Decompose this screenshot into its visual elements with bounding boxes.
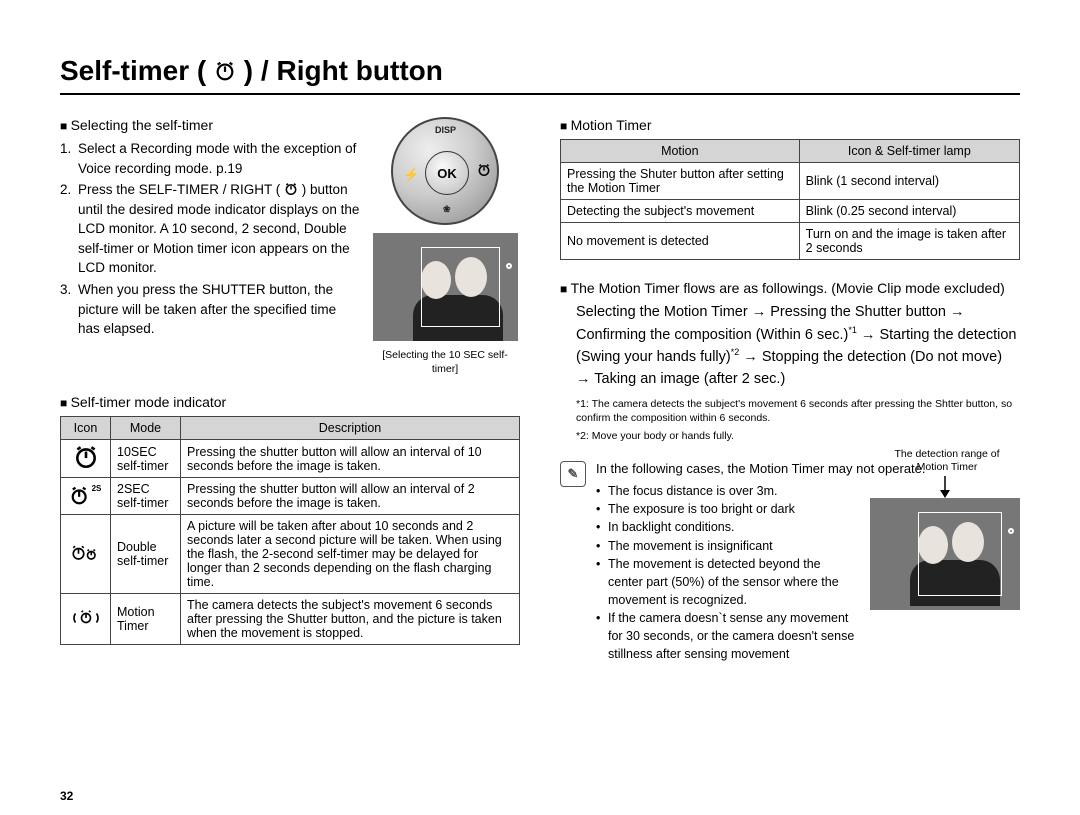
icon-2sec: 2S: [61, 478, 111, 515]
flow-text: Selecting the Motion Timer → Pressing th…: [576, 302, 1020, 391]
col-mode: Mode: [111, 417, 181, 440]
step3-text: When you press the SHUTTER button, the p…: [78, 280, 360, 339]
col-icon: Icon: [61, 417, 111, 440]
title-post: ) / Right button: [236, 55, 443, 86]
desc-motion: The camera detects the subject's movemen…: [181, 594, 520, 645]
table-row: 2S 2SEC self-timer Pressing the shutter …: [61, 478, 520, 515]
table-row: Detecting the subject's movementBlink (0…: [561, 200, 1020, 223]
self-timer-icon: [214, 60, 236, 82]
disp-label: DISP: [435, 125, 456, 135]
flower-icon: ❀: [443, 204, 451, 215]
desc-10sec: Pressing the shutter button will allow a…: [181, 440, 520, 478]
table-row: Motion Timer The camera detects the subj…: [61, 594, 520, 645]
col-motion: Motion: [561, 140, 800, 163]
lcd-preview-illustration: [373, 233, 518, 341]
step-num: 1.: [60, 139, 78, 178]
table-row: 10SEC self-timer Pressing the shutter bu…: [61, 440, 520, 478]
table-row: Double self-timer A picture will be take…: [61, 515, 520, 594]
detection-caption: The detection range of Motion Timer: [882, 448, 1012, 473]
note-icon: ✎: [560, 461, 586, 487]
list-item: In backlight conditions.: [596, 518, 856, 536]
flash-icon: ⚡: [403, 167, 419, 183]
timer-overlay-icon: [1008, 528, 1014, 534]
desc-double: A picture will be taken after about 10 s…: [181, 515, 520, 594]
mode-10sec: 10SEC self-timer: [111, 440, 181, 478]
left-column: Selecting the self-timer 1.Select a Reco…: [60, 117, 520, 663]
desc-2sec: Pressing the shutter button will allow a…: [181, 478, 520, 515]
step2-text: Press the SELF-TIMER / RIGHT ( ) button …: [78, 180, 360, 278]
detection-range-figure: The detection range of Motion Timer: [870, 476, 1020, 610]
motion-timer-heading: Motion Timer: [560, 117, 1020, 133]
step-num: 3.: [60, 280, 78, 339]
dpad-illustration: OK DISP ❀ ⚡: [391, 117, 499, 225]
col-desc: Description: [181, 417, 520, 440]
footnote-1: *1: The camera detects the subject's mov…: [576, 397, 1020, 425]
mode-2sec: 2SEC self-timer: [111, 478, 181, 515]
step1-text: Select a Recording mode with the excepti…: [78, 139, 360, 178]
list-item: The movement is insignificant: [596, 537, 856, 555]
list-item: The movement is detected beyond the cent…: [596, 555, 856, 609]
list-item: If the camera doesn`t sense any movement…: [596, 609, 856, 663]
note-bullets: The focus distance is over 3m. The expos…: [596, 482, 856, 663]
timer-overlay-icon: [506, 263, 512, 269]
lcd-caption: [Selecting the 10 SEC self-timer]: [370, 349, 520, 376]
table-row: Pressing the Shuter button after setting…: [561, 163, 1020, 200]
selecting-self-timer-heading: Selecting the self-timer: [60, 117, 360, 133]
motion-timer-table: Motion Icon & Self-timer lamp Pressing t…: [560, 139, 1020, 260]
mode-motion: Motion Timer: [111, 594, 181, 645]
icon-10sec: [61, 440, 111, 478]
indicator-heading: Self-timer mode indicator: [60, 394, 520, 410]
self-timer-icon: [477, 163, 491, 179]
step-num: 2.: [60, 180, 78, 278]
list-item: The focus distance is over 3m.: [596, 482, 856, 500]
page-number: 32: [60, 789, 73, 803]
flow-heading: The Motion Timer flows are as followings…: [560, 280, 1020, 296]
col-lamp: Icon & Self-timer lamp: [799, 140, 1019, 163]
self-timer-icon: [284, 182, 298, 196]
footnote-2: *2: Move your body or hands fully.: [576, 429, 1020, 443]
page-title: Self-timer ( ) / Right button: [60, 55, 1020, 95]
arrow-down-icon: [870, 476, 1020, 498]
right-column: Motion Timer Motion Icon & Self-timer la…: [560, 117, 1020, 663]
self-timer-mode-table: Icon Mode Description 10SEC self-timer P…: [60, 416, 520, 645]
note-box: ✎ In the following cases, the Motion Tim…: [560, 461, 1020, 663]
table-row: No movement is detectedTurn on and the i…: [561, 223, 1020, 260]
ok-button-label: OK: [425, 151, 469, 195]
icon-motion: [61, 594, 111, 645]
icon-double: [61, 515, 111, 594]
list-item: The exposure is too bright or dark: [596, 500, 856, 518]
title-pre: Self-timer (: [60, 55, 214, 86]
mode-double: Double self-timer: [111, 515, 181, 594]
